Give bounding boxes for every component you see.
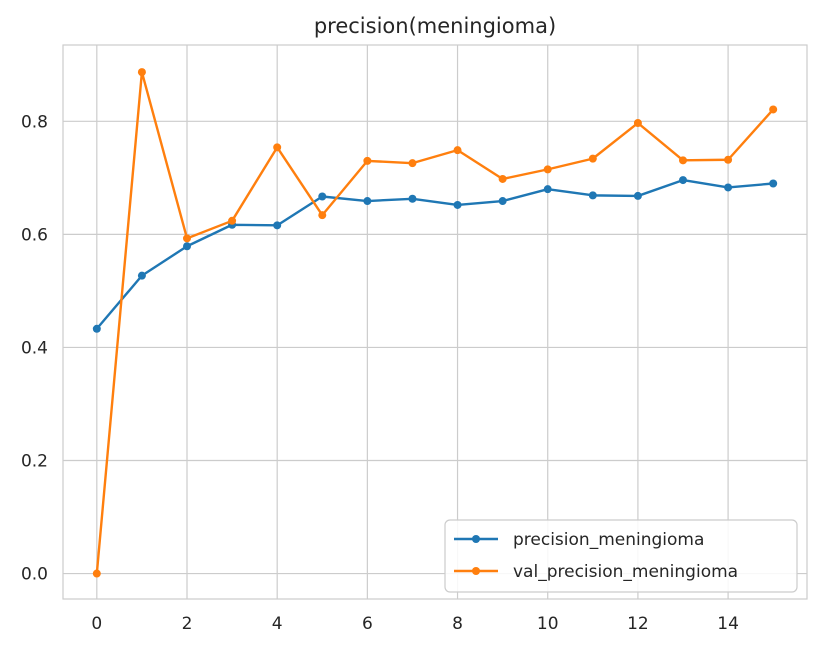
legend-item: val_precision_meningioma [454, 562, 738, 582]
x-tick-label: 2 [182, 614, 193, 634]
legend-label: val_precision_meningioma [513, 562, 738, 582]
x-tick-label: 4 [272, 614, 283, 634]
legend-marker [472, 535, 480, 543]
legend: precision_meningioma val_precision_mening… [444, 519, 798, 593]
data-point [633, 119, 642, 128]
data-point [318, 192, 327, 201]
x-tick-label: 8 [452, 614, 463, 634]
x-tick-label: 10 [537, 614, 559, 634]
data-point [137, 68, 146, 77]
data-point [724, 183, 733, 192]
data-point [498, 197, 507, 206]
x-tick-label: 0 [91, 614, 102, 634]
data-point [588, 191, 597, 200]
legend-label: precision_meningioma [513, 530, 704, 550]
y-tick-label: 0.4 [21, 338, 48, 358]
data-point [363, 156, 372, 165]
data-point [633, 191, 642, 200]
data-point [543, 185, 552, 194]
y-axis: 0.0 0.2 0.4 0.6 0.8 [21, 112, 48, 584]
data-point [543, 165, 552, 174]
y-tick-label: 0.6 [21, 225, 48, 245]
data-point [679, 156, 687, 165]
data-point [228, 216, 237, 225]
data-point [363, 197, 372, 206]
data-point [588, 154, 597, 163]
data-point [183, 242, 191, 251]
data-point [273, 143, 282, 152]
data-point [498, 174, 507, 183]
data-point [769, 179, 778, 188]
data-point [408, 194, 417, 203]
legend-box [444, 519, 798, 593]
data-point [318, 211, 327, 220]
data-point [679, 176, 687, 185]
chart-title: precision(meningioma) [314, 14, 556, 38]
x-tick-label: 12 [627, 614, 649, 634]
series-val_precision_meningioma [92, 68, 778, 578]
y-tick-label: 0.0 [21, 565, 48, 585]
plot-frame [62, 44, 808, 600]
data-point [769, 105, 778, 114]
data-point [408, 159, 417, 168]
data-point [183, 234, 191, 243]
data-point [273, 221, 282, 230]
x-tick-label: 6 [362, 614, 373, 634]
y-tick-label: 0.8 [21, 112, 48, 132]
y-tick-label: 0.2 [21, 452, 48, 472]
legend-marker [472, 567, 480, 575]
series-precision_meningioma [92, 176, 778, 333]
data-point [724, 155, 733, 164]
x-axis: 0 2 4 6 8 10 12 14 [91, 614, 739, 634]
data-point [453, 200, 462, 209]
legend-item: precision_meningioma [454, 530, 704, 550]
data-point [92, 324, 101, 333]
grid [63, 45, 807, 599]
data-point [453, 146, 462, 155]
data-point [92, 569, 101, 578]
series-line [95, 70, 775, 574]
series-group [92, 68, 778, 578]
x-tick-label: 14 [717, 614, 739, 634]
series-line [95, 178, 774, 330]
data-point [137, 271, 146, 280]
